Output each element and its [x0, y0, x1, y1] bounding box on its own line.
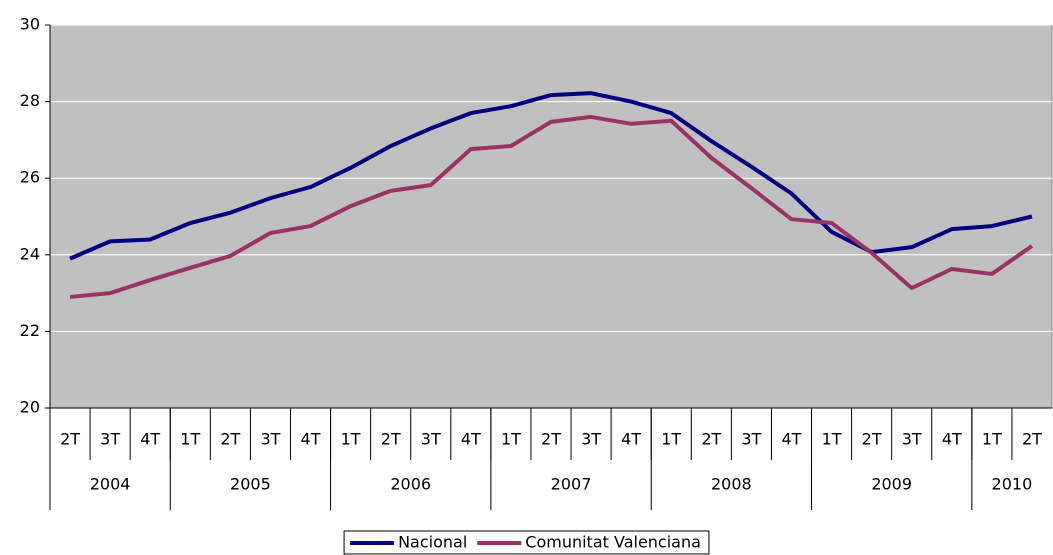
x-tick-label: 2T	[60, 430, 80, 449]
y-tick-label: 20	[20, 398, 40, 417]
x-group-label: 2004	[90, 475, 131, 494]
x-tick-label: 2T	[541, 430, 561, 449]
x-tick-label: 1T	[341, 430, 361, 449]
y-tick-label: 22	[20, 321, 40, 340]
x-tick-label: 2T	[381, 430, 401, 449]
x-group-label: 2008	[711, 475, 752, 494]
x-tick-label: 4T	[301, 430, 321, 449]
y-tick-label: 30	[20, 15, 40, 34]
y-tick-label: 28	[20, 91, 40, 110]
x-tick-label: 3T	[741, 430, 761, 449]
x-tick-label: 3T	[260, 430, 280, 449]
x-group-label: 2009	[871, 475, 912, 494]
x-tick-label: 1T	[180, 430, 200, 449]
x-tick-label: 2T	[701, 430, 721, 449]
series-line	[69, 114, 1034, 299]
x-tick-label: 1T	[501, 430, 521, 449]
plot-area	[49, 24, 1053, 409]
x-tick-label: 3T	[581, 430, 601, 449]
x-tick-label: 4T	[942, 430, 962, 449]
x-group-label: 2010	[992, 475, 1033, 494]
x-tick-label: 4T	[461, 430, 481, 449]
x-tick-label: 2T	[1022, 430, 1042, 449]
legend-label: Comunitat Valenciana	[525, 533, 701, 552]
x-tick-label: 3T	[902, 430, 922, 449]
x-tick-label: 4T	[140, 430, 160, 449]
x-tick-label: 4T	[782, 430, 802, 449]
x-group-label: 2007	[551, 475, 592, 494]
x-tick-label: 1T	[982, 430, 1002, 449]
legend	[343, 530, 710, 555]
x-tick-label: 1T	[661, 430, 681, 449]
y-tick-label: 26	[20, 168, 40, 187]
x-tick-label: 4T	[621, 430, 641, 449]
x-group-label: 2005	[230, 475, 271, 494]
x-tick-label: 2T	[220, 430, 240, 449]
x-tick-label: 3T	[100, 430, 120, 449]
y-tick-label: 24	[20, 244, 40, 263]
x-tick-label: 2T	[862, 430, 882, 449]
x-tick-label: 1T	[822, 430, 842, 449]
legend-label: Nacional	[398, 533, 467, 552]
x-group-label: 2006	[390, 475, 431, 494]
x-tick-label: 3T	[421, 430, 441, 449]
